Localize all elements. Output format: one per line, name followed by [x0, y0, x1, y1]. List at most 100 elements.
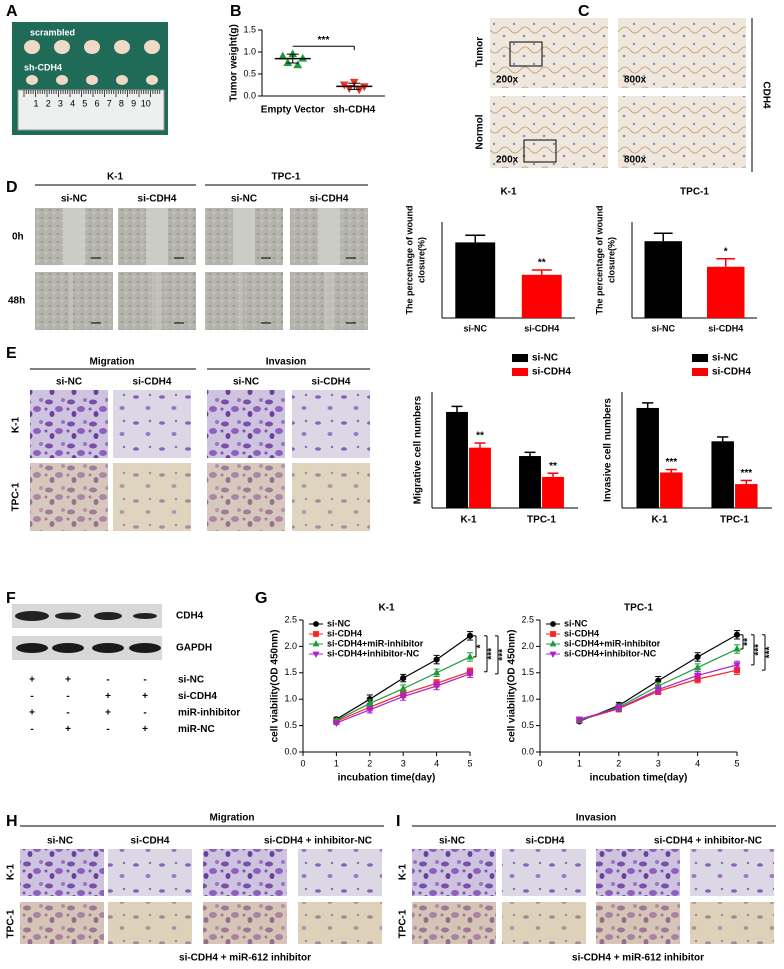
legend-marker [312, 640, 320, 647]
row-label: K-1 [11, 417, 22, 434]
band-label: GAPDH [176, 643, 212, 654]
marker [332, 720, 341, 728]
marker [349, 78, 359, 87]
sign: + [65, 675, 71, 686]
x-tick-label: 0 [300, 758, 305, 768]
band-label: CDH4 [176, 611, 204, 622]
sign: + [142, 724, 148, 735]
y-tick-label: 0.5 [521, 720, 534, 730]
ruler-number: 8 [119, 98, 124, 108]
x-tick-label: 5 [734, 758, 739, 768]
legend-label: si-CDH4+inhibitor-NC [327, 648, 420, 658]
tumor [26, 75, 38, 85]
annotation: *** [754, 644, 765, 656]
marker [366, 699, 374, 707]
bar [707, 266, 745, 318]
x-tick-label: sh-CDH4 [333, 105, 376, 116]
x-tick-label: 2 [616, 758, 621, 768]
sign: - [66, 708, 69, 719]
y-tick-label: 1.5 [243, 24, 256, 34]
y-axis-label: The percentage of wound [404, 205, 414, 314]
band [92, 643, 124, 653]
micrograph [596, 849, 680, 896]
marker [733, 631, 741, 638]
micrograph-tint [502, 902, 586, 944]
y-axis-label: Invasive cell numbers [603, 398, 614, 502]
y-axis-label: Tumor weight(g) [229, 24, 240, 102]
y-tick-label: 0.5 [243, 68, 256, 78]
y-tick-label: 1.0 [284, 694, 297, 704]
y-tick-label: 1.5 [284, 667, 297, 677]
micrograph [113, 463, 191, 531]
scratch [69, 272, 73, 330]
marker [466, 671, 474, 679]
x-tick-label: si-NC [463, 323, 487, 333]
x-axis-label: incubation time(day) [338, 773, 436, 784]
bar [660, 472, 683, 508]
micrograph [207, 390, 285, 458]
row-name: si-CDH4 [178, 691, 217, 702]
scratch [152, 272, 162, 330]
marker [344, 85, 354, 93]
micrograph-tint [207, 463, 285, 531]
condition: si-CDH4 [312, 377, 351, 388]
annotation: ** [743, 638, 754, 646]
micrograph-tint [113, 463, 191, 531]
scratch [63, 208, 85, 265]
micrograph [205, 272, 283, 330]
legend-label: si-CDH4 [712, 367, 751, 378]
legend-marker [313, 621, 319, 627]
condition: si-CDH4 [310, 194, 349, 205]
micrograph [502, 849, 586, 896]
band [94, 612, 122, 620]
tumor [86, 75, 98, 85]
scratch [318, 208, 340, 265]
panel-label: B [230, 3, 242, 20]
condition: si-NC [56, 377, 82, 388]
micrograph-tint [690, 902, 774, 944]
tumor [24, 40, 40, 54]
ruler [17, 89, 165, 131]
legend-label: si-CDH4+miR-inhibitor [327, 638, 424, 648]
micrograph [298, 902, 382, 944]
label: sh-CDH4 [24, 62, 62, 72]
sign: + [105, 691, 111, 702]
sign: + [105, 708, 111, 719]
side-label: CDH4 [760, 81, 771, 109]
micrograph [108, 849, 192, 896]
marker [733, 662, 741, 670]
annotation: *** [318, 35, 330, 46]
chart-title: TPC-1 [680, 187, 709, 198]
ruler-number: 4 [70, 98, 75, 108]
panel-label: G [255, 590, 267, 607]
marker [693, 663, 702, 671]
legend-swatch [512, 368, 528, 376]
annotation: *** [487, 648, 498, 660]
micrograph [113, 390, 191, 458]
legend-marker [312, 651, 320, 658]
legend-label: si-CDH4+miR-inhibitor [564, 638, 661, 648]
marker [733, 644, 741, 652]
marker [575, 716, 584, 724]
condition: si-NC [439, 836, 465, 847]
row-label: TPC-1 [11, 482, 22, 511]
footer-label: si-CDH4 + miR-612 inhibitor [572, 953, 704, 964]
legend-marker [550, 631, 556, 637]
x-tick-label: 3 [656, 758, 661, 768]
micrograph [20, 849, 104, 896]
x-tick-label: si-NC [651, 323, 675, 333]
y-axis-label: Migrative cell numbers [413, 395, 424, 504]
row-label: K-1 [6, 864, 17, 881]
marker [693, 672, 702, 680]
time-label: 0h [12, 232, 24, 243]
y-tick-label: 2.5 [521, 614, 534, 624]
panel-label: H [6, 813, 18, 830]
condition: si-CDH4 [138, 194, 177, 205]
micrograph [292, 463, 370, 531]
micrograph [20, 902, 104, 944]
legend-label: si-CDH4 [532, 367, 571, 378]
annotation: ** [549, 461, 557, 472]
y-tick-label: 0.5 [284, 720, 297, 730]
bar [469, 447, 491, 508]
panel-label: A [6, 3, 18, 20]
